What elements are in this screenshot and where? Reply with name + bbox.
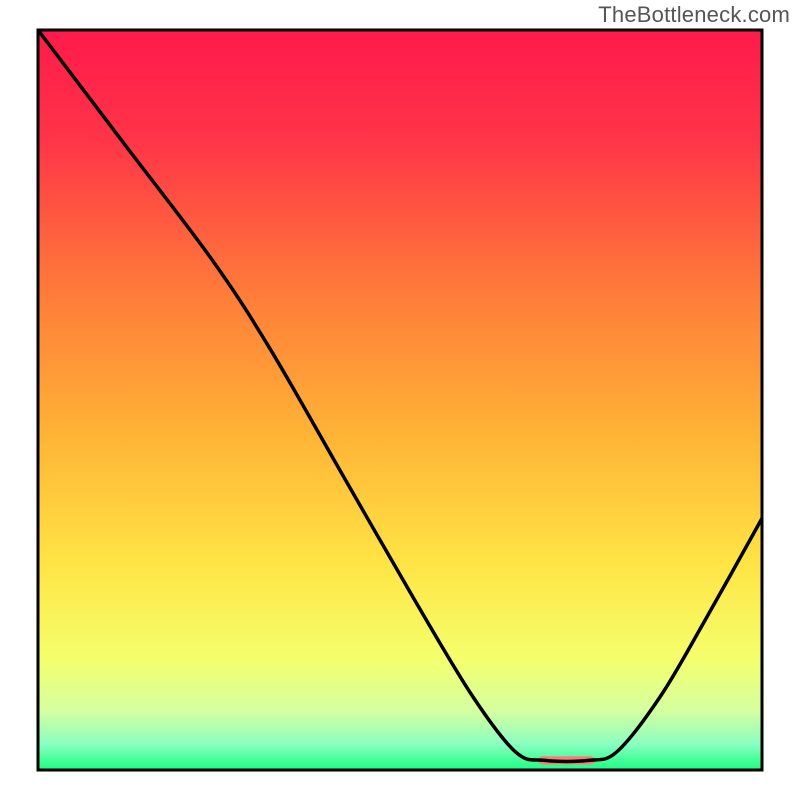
bottleneck-chart	[0, 0, 800, 800]
gradient-background	[38, 30, 762, 770]
chart-container: TheBottleneck.com	[0, 0, 800, 800]
watermark-text: TheBottleneck.com	[598, 2, 790, 28]
